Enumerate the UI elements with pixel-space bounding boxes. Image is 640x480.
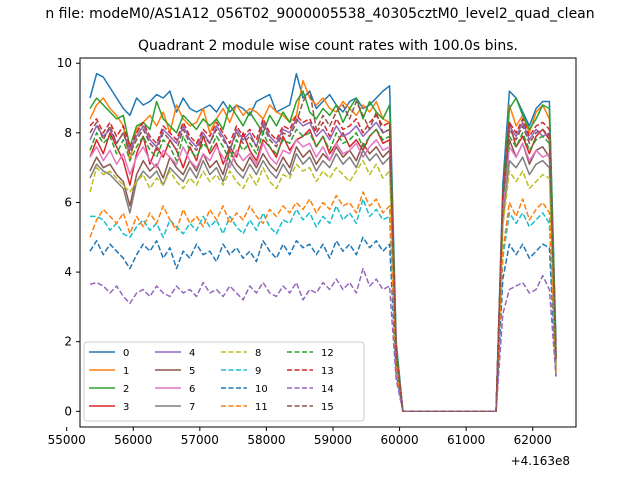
y-tick-label: 0 bbox=[64, 404, 72, 418]
legend-label-5: 5 bbox=[189, 366, 195, 377]
legend-label-8: 8 bbox=[255, 348, 261, 359]
x-tick-label: 61000 bbox=[447, 433, 485, 447]
legend-label-0: 0 bbox=[123, 348, 129, 359]
legend-label-10: 10 bbox=[255, 384, 268, 395]
legend-label-1: 1 bbox=[123, 366, 129, 377]
y-tick-label: 4 bbox=[64, 265, 72, 279]
y-tick-label: 8 bbox=[64, 126, 72, 140]
x-tick-label: 57000 bbox=[181, 433, 219, 447]
series-line-8 bbox=[89, 159, 557, 413]
legend-label-2: 2 bbox=[123, 384, 129, 395]
x-axis: 55000 56000 57000 58000 59000 60000 61000 62000 bbox=[48, 427, 552, 447]
x-tick-label: 56000 bbox=[114, 433, 152, 447]
plot-frame bbox=[79, 57, 577, 428]
x-tick-label: 60000 bbox=[380, 433, 418, 447]
y-tick-label: 2 bbox=[64, 335, 72, 349]
series-line-15 bbox=[89, 90, 557, 413]
legend-label-6: 6 bbox=[189, 384, 195, 395]
x-offset-label: +4.163e8 bbox=[511, 454, 570, 468]
chart-title: Quadrant 2 module wise count rates with … bbox=[138, 38, 518, 54]
figure-suptitle: n file: modeM0/AS1A12_056T02_9000005538_… bbox=[45, 6, 594, 22]
x-tick-label: 62000 bbox=[514, 433, 552, 447]
x-tick-label: 55000 bbox=[48, 433, 86, 447]
series-line-12 bbox=[89, 128, 557, 413]
series-layer bbox=[89, 72, 557, 413]
legend-label-15: 15 bbox=[321, 402, 334, 413]
x-tick-label: 59000 bbox=[314, 433, 352, 447]
legend-label-3: 3 bbox=[123, 402, 129, 413]
y-tick-label: 6 bbox=[64, 195, 72, 209]
series-line-13 bbox=[89, 114, 557, 413]
legend-label-13: 13 bbox=[321, 366, 334, 377]
legend-label-12: 12 bbox=[321, 348, 334, 359]
y-tick-label: 10 bbox=[57, 56, 72, 70]
x-tick-label: 58000 bbox=[247, 433, 285, 447]
legend-label-11: 11 bbox=[255, 402, 268, 413]
legend-label-14: 14 bbox=[321, 384, 334, 395]
legend-box bbox=[83, 341, 365, 422]
legend-label-9: 9 bbox=[255, 366, 261, 377]
y-axis: 0 2 4 6 8 10 bbox=[57, 56, 80, 418]
series-line-14 bbox=[89, 267, 557, 413]
legend-label-7: 7 bbox=[189, 402, 195, 413]
legend-label-4: 4 bbox=[189, 348, 195, 359]
